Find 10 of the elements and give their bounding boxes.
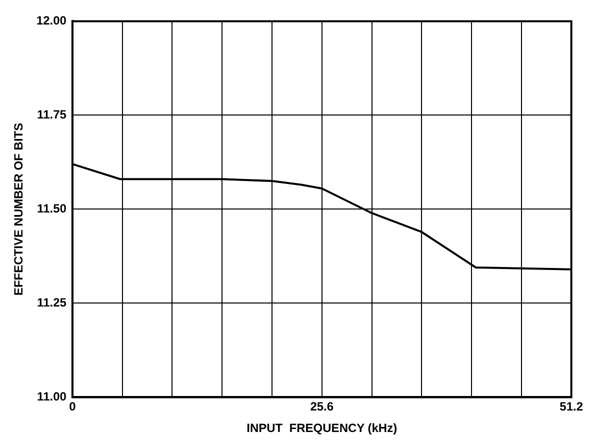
x-tick-label: 51.2: [560, 400, 584, 414]
y-tick-label: 12.00: [36, 14, 67, 28]
x-tick-label: 0: [69, 400, 76, 414]
y-tick-label: 11.25: [37, 296, 67, 310]
y-tick-label: 11.50: [37, 202, 67, 216]
y-axis-title: EFFECTIVE NUMBER OF BITS: [12, 122, 26, 296]
y-tick-label: 11.75: [37, 108, 67, 122]
x-axis-title: INPUT FREQUENCY (kHz): [246, 421, 398, 436]
x-tick-label: 25.6: [310, 400, 334, 414]
y-tick-label: 11.00: [37, 390, 67, 404]
